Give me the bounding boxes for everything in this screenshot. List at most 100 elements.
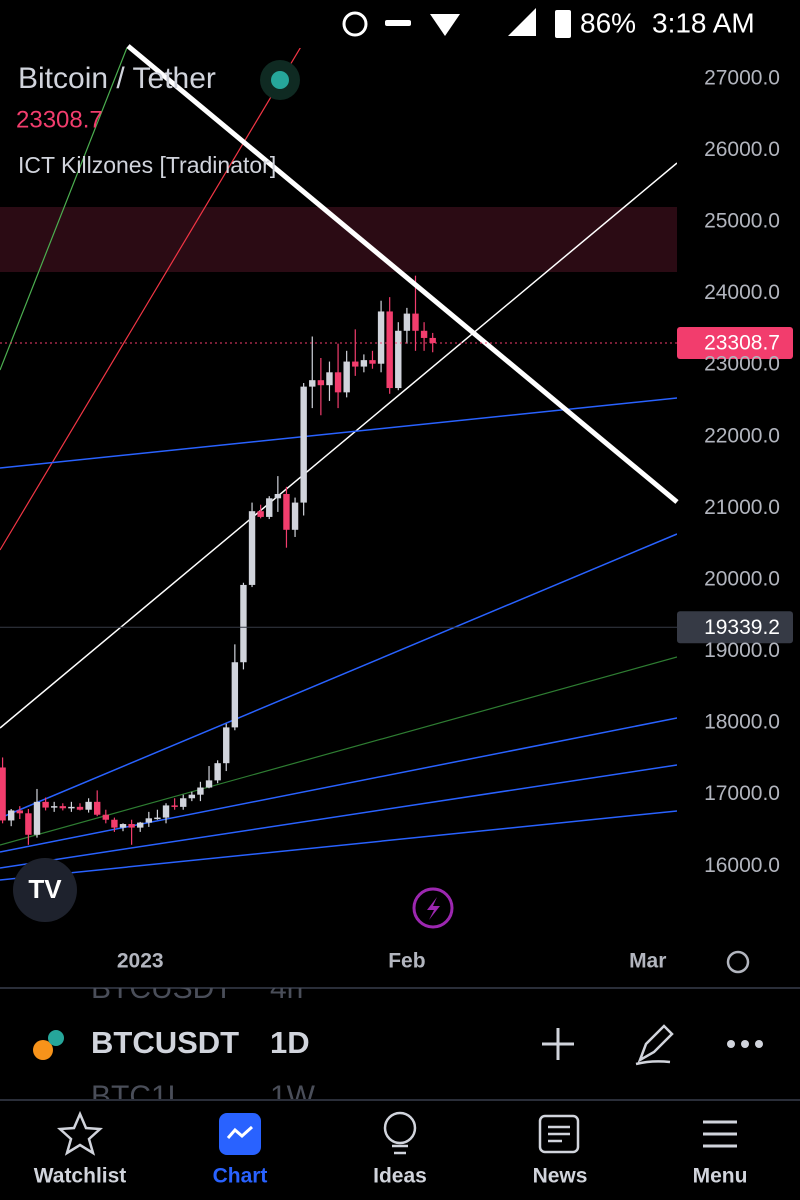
killzone-band <box>0 207 677 272</box>
candle-body <box>16 810 23 814</box>
price-tag <box>677 611 793 644</box>
candle-body <box>214 763 221 781</box>
symbol[interactable]: BTCUSDT <box>91 1025 239 1060</box>
candle-body <box>403 313 411 331</box>
candle-body <box>248 511 256 585</box>
ideas-icon-base <box>392 1144 408 1155</box>
nav-label[interactable]: Menu <box>693 1165 748 1188</box>
candle-body <box>240 584 247 663</box>
candle-body <box>395 330 402 389</box>
ideas-icon[interactable] <box>383 1111 417 1145</box>
candle-body <box>231 662 239 728</box>
candle-body <box>343 361 350 393</box>
candle-body <box>197 787 204 795</box>
price-tag <box>677 327 793 360</box>
candle-body <box>162 805 170 818</box>
candle-body <box>257 511 264 517</box>
price-markers: 23308.7 19339.2 <box>0 327 793 644</box>
menu-icon[interactable] <box>703 1120 737 1148</box>
y-tick-label: 22000.0 <box>704 424 780 447</box>
candle-body <box>50 806 58 808</box>
candle-body <box>205 780 213 788</box>
candle-body <box>360 360 368 367</box>
x-tick-label: Mar <box>629 950 666 973</box>
nav-label[interactable]: News <box>533 1165 588 1188</box>
candle-body <box>85 801 92 810</box>
prev-interval: 4h <box>270 972 303 1005</box>
candle-body <box>102 814 110 820</box>
trend-line <box>0 810 677 881</box>
chart-title: Bitcoin / Tether <box>18 62 216 95</box>
tv-logo[interactable] <box>13 858 77 922</box>
status-bar: 86% 3:18 AM <box>342 7 755 38</box>
drawings <box>0 48 677 881</box>
candle-body <box>119 824 127 828</box>
y-tick-label: 23000.0 <box>704 353 780 376</box>
y-tick-label: 20000.0 <box>704 567 780 590</box>
candle-body <box>377 311 385 364</box>
candle-body <box>291 502 299 530</box>
prev-symbol[interactable]: BTCUSDT <box>91 972 233 1005</box>
axes: 16000.0 17000.0 18000.0 19000.0 20000.0 21000… <box>117 66 780 972</box>
candle-body <box>94 801 101 815</box>
news-icon[interactable] <box>538 1114 580 1154</box>
candle-body <box>334 372 342 393</box>
battery-level: 86% <box>580 7 636 38</box>
settings-icon[interactable] <box>726 950 750 974</box>
candle-body <box>7 810 15 821</box>
draw-button[interactable] <box>635 1024 674 1066</box>
nav-label[interactable]: Ideas <box>373 1165 427 1188</box>
price-tag-label: 19339.2 <box>704 616 780 639</box>
candle-body <box>223 727 230 764</box>
indicator-name: ICT Killzones [Tradinator] <box>18 152 276 178</box>
y-tick-label: 25000.0 <box>704 210 780 233</box>
candle-body <box>76 806 84 810</box>
y-tick-label: 18000.0 <box>704 711 780 734</box>
x-tick-label: Feb <box>388 950 425 973</box>
candle-body <box>188 794 196 799</box>
candle-body <box>25 813 32 835</box>
key-icon <box>385 20 411 26</box>
trend-line <box>0 48 128 371</box>
trend-line <box>0 162 677 729</box>
trend-line <box>0 656 677 846</box>
candle-body <box>309 380 316 387</box>
y-tick-label: 16000.0 <box>704 854 780 877</box>
interval[interactable]: 1D <box>270 1025 310 1060</box>
candles <box>0 275 436 845</box>
candle-body <box>180 798 187 807</box>
candle-body <box>33 801 41 835</box>
lightning-button[interactable] <box>412 887 454 929</box>
trend-line <box>0 533 677 819</box>
y-tick-label: 24000.0 <box>704 281 780 304</box>
tv-logo-mark: TV <box>28 874 62 904</box>
y-tick-label: 17000.0 <box>704 782 780 805</box>
candle-body <box>412 313 419 331</box>
add-button[interactable] <box>542 1028 574 1060</box>
next-interval: 1W <box>270 1080 316 1113</box>
watchlist-icon[interactable] <box>56 1110 104 1156</box>
candle-body <box>68 806 75 809</box>
candle-body <box>429 337 436 344</box>
nav-label[interactable]: Watchlist <box>34 1165 127 1188</box>
more-button[interactable] <box>727 1040 763 1048</box>
exchange-icon <box>48 1030 64 1046</box>
trend-line <box>0 764 677 869</box>
symbol-carousel: BTCUSDT 4h BTC1L 1W <box>91 972 316 1113</box>
candle-body <box>111 819 118 828</box>
alarm-icon <box>342 11 368 37</box>
candle-body <box>326 372 333 386</box>
candle-body <box>300 386 307 503</box>
candle-body <box>386 311 393 389</box>
x-tick-label: 2023 <box>117 950 164 973</box>
next-symbol[interactable]: BTC1L <box>91 1080 184 1113</box>
candle-body <box>352 361 359 367</box>
status-dot <box>271 71 289 89</box>
candle-body <box>369 360 376 364</box>
nav-label[interactable]: Chart <box>213 1165 268 1188</box>
clock: 3:18 AM <box>652 7 755 38</box>
candle-body <box>283 494 290 530</box>
candle-body <box>59 806 66 809</box>
